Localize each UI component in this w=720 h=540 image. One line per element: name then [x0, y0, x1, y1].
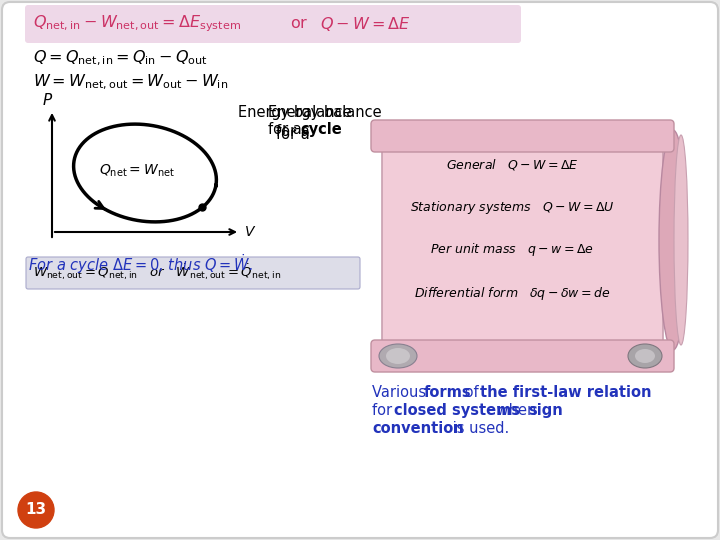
Text: closed systems: closed systems	[394, 403, 520, 418]
FancyBboxPatch shape	[26, 257, 360, 289]
Text: $W = W_{\mathrm{net,out}} = W_{\mathrm{out}} - W_{\mathrm{in}}$: $W = W_{\mathrm{net,out}} = W_{\mathrm{o…	[33, 72, 228, 92]
Text: 13: 13	[25, 503, 47, 517]
Text: $V$: $V$	[244, 225, 256, 239]
Ellipse shape	[674, 135, 688, 345]
Text: Various: Various	[372, 385, 431, 400]
Text: cycle: cycle	[300, 122, 342, 137]
Text: $P$: $P$	[42, 92, 53, 108]
Ellipse shape	[386, 348, 410, 364]
FancyBboxPatch shape	[371, 340, 674, 372]
Text: $Q - W = \Delta E$: $Q - W = \Delta E$	[320, 15, 410, 33]
Text: the first-law relation: the first-law relation	[480, 385, 652, 400]
Text: $Q_{\mathrm{net}} = W_{\mathrm{net}}$: $Q_{\mathrm{net}} = W_{\mathrm{net}}$	[99, 163, 175, 179]
Text: of: of	[460, 385, 483, 400]
Text: $\mathrm{or}$: $\mathrm{or}$	[290, 17, 308, 31]
Text: Energy balance
for a: Energy balance for a	[238, 105, 352, 142]
Text: $W_{\mathrm{net,out}} = Q_{\mathrm{net,in}}$   or   $\dot{W}_{\mathrm{net,out}} : $W_{\mathrm{net,out}} = Q_{\mathrm{net,i…	[33, 263, 281, 283]
Text: for a: for a	[268, 122, 307, 137]
Text: $Q_{\mathrm{net,in}} - W_{\mathrm{net,out}} = \Delta E_{\mathrm{system}}$: $Q_{\mathrm{net,in}} - W_{\mathrm{net,ou…	[33, 14, 241, 35]
Text: Differential form   $\delta q - \delta w = de$: Differential form $\delta q - \delta w =…	[414, 286, 610, 302]
Text: Stationary systems   $Q - W = \Delta U$: Stationary systems $Q - W = \Delta U$	[410, 199, 614, 215]
Text: Energy balance: Energy balance	[268, 105, 382, 120]
Text: General   $Q - W = \Delta E$: General $Q - W = \Delta E$	[446, 158, 578, 172]
Text: for a: for a	[276, 124, 314, 139]
Circle shape	[18, 492, 54, 528]
Text: is used.: is used.	[448, 421, 509, 436]
Ellipse shape	[628, 344, 662, 368]
Text: $Q = Q_{\mathrm{net,in}} = Q_{\mathrm{in}} - Q_{\mathrm{out}}$: $Q = Q_{\mathrm{net,in}} = Q_{\mathrm{in…	[33, 49, 208, 68]
Text: sign: sign	[528, 403, 563, 418]
Text: forms: forms	[424, 385, 472, 400]
FancyBboxPatch shape	[371, 120, 674, 152]
Text: Per unit mass   $q - w = \Delta e$: Per unit mass $q - w = \Delta e$	[430, 240, 594, 258]
Text: when: when	[492, 403, 541, 418]
Text: convention: convention	[372, 421, 464, 436]
Text: For a cycle $\Delta E = 0$, thus $Q = \dot{W}$.: For a cycle $\Delta E = 0$, thus $Q = \d…	[28, 252, 253, 276]
Text: for: for	[372, 403, 397, 418]
Ellipse shape	[379, 344, 417, 368]
Ellipse shape	[635, 349, 655, 363]
FancyBboxPatch shape	[382, 124, 663, 351]
Ellipse shape	[659, 130, 687, 350]
FancyBboxPatch shape	[25, 5, 521, 43]
